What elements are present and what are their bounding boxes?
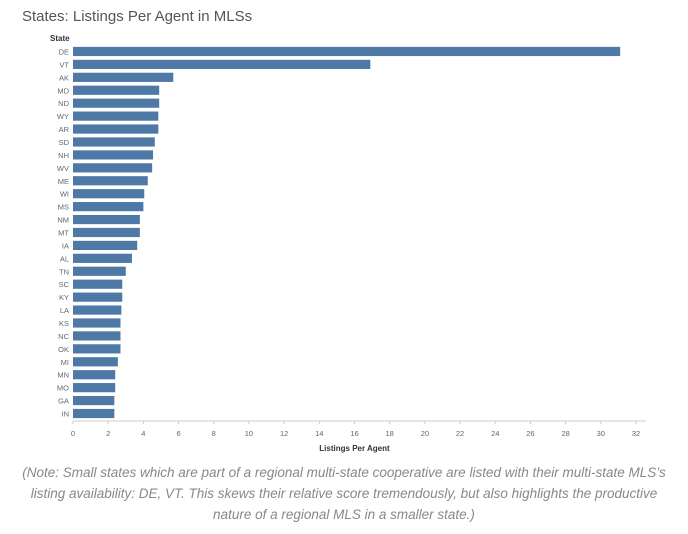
chart-footnote: (Note: Small states which are part of a … xyxy=(22,465,666,522)
bar-wi xyxy=(73,189,145,199)
category-label: NH xyxy=(58,151,69,160)
bar-mt xyxy=(73,227,140,238)
bar-nh xyxy=(73,150,154,160)
bar-ms xyxy=(73,202,144,212)
bar-md xyxy=(73,85,160,95)
bar-la xyxy=(73,305,122,315)
bar-tn xyxy=(73,266,126,276)
x-tick-label: 0 xyxy=(71,429,75,438)
category-label: VT xyxy=(59,60,69,69)
bar-in xyxy=(73,408,115,419)
x-axis-title: Listings Per Agent xyxy=(319,444,390,453)
bar-ga xyxy=(73,395,115,406)
category-label: NC xyxy=(58,332,69,341)
y-axis-title: State xyxy=(50,34,70,43)
bar-vt xyxy=(73,59,371,69)
bar-wy xyxy=(73,111,159,121)
category-label: AK xyxy=(59,73,69,82)
category-label: WY xyxy=(57,112,69,121)
x-tick-label: 26 xyxy=(526,429,534,438)
x-tick-label: 30 xyxy=(597,429,605,438)
x-tick-label: 20 xyxy=(421,429,429,438)
bar-ia xyxy=(73,240,138,251)
x-tick-label: 22 xyxy=(456,429,464,438)
category-label: KS xyxy=(59,319,69,328)
x-tick-label: 16 xyxy=(350,429,358,438)
bar-mo xyxy=(73,383,116,393)
chart-title: States: Listings Per Agent in MLSs xyxy=(22,8,253,25)
bar-de xyxy=(73,46,621,57)
x-tick-label: 10 xyxy=(245,429,253,438)
category-label: MO xyxy=(57,384,69,393)
bar-chart: State DE VT AK MD ND WY AR SD NH WV ME WI MS NM MT IA AL T… xyxy=(50,34,646,453)
category-label: MI xyxy=(61,358,69,367)
category-label: KY xyxy=(59,293,69,302)
category-label: AR xyxy=(59,125,70,134)
category-label: SD xyxy=(59,138,70,147)
bar-ak xyxy=(73,72,174,82)
category-label: LA xyxy=(60,306,69,315)
category-label: AL xyxy=(60,254,69,263)
bar-wv xyxy=(73,163,153,173)
x-tick-label: 4 xyxy=(141,429,145,438)
category-label: WI xyxy=(60,190,69,199)
category-label: WV xyxy=(57,164,69,173)
category-label: DE xyxy=(59,47,69,56)
bar-nd xyxy=(73,98,160,108)
bar-me xyxy=(73,176,148,186)
category-label: ME xyxy=(58,177,69,186)
x-tick-label: 32 xyxy=(632,429,640,438)
x-tick-label: 14 xyxy=(315,429,323,438)
bar-ok xyxy=(73,344,121,354)
x-tick-label: 18 xyxy=(386,429,394,438)
category-label: GA xyxy=(58,397,69,406)
bar-mi xyxy=(73,357,118,367)
bar-ky xyxy=(73,292,123,302)
bar-nc xyxy=(73,331,121,341)
bar-ks xyxy=(73,318,121,328)
category-label: TN xyxy=(59,267,69,276)
x-tick-label: 24 xyxy=(491,429,499,438)
category-label: OK xyxy=(58,345,69,354)
category-label: SC xyxy=(59,280,70,289)
bar-sd xyxy=(73,137,155,147)
bar-al xyxy=(73,253,132,263)
x-tick-label: 6 xyxy=(176,429,180,438)
category-label: IN xyxy=(62,410,70,419)
category-label: MT xyxy=(58,228,69,237)
category-label: NM xyxy=(57,216,69,225)
bar-sc xyxy=(73,279,123,289)
category-label: MD xyxy=(57,86,69,95)
bar-ar xyxy=(73,124,159,134)
category-label: IA xyxy=(62,241,69,250)
x-tick-label: 8 xyxy=(212,429,216,438)
x-tick-label: 12 xyxy=(280,429,288,438)
bar-mn xyxy=(73,370,116,380)
category-label: MS xyxy=(58,203,69,212)
category-label: MN xyxy=(57,371,69,380)
x-tick-label: 2 xyxy=(106,429,110,438)
x-tick-label: 28 xyxy=(561,429,569,438)
bar-nm xyxy=(73,214,140,225)
category-label: ND xyxy=(58,99,69,108)
